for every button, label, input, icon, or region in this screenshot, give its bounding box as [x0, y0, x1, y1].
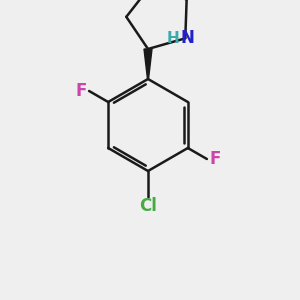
- Text: N: N: [180, 29, 194, 47]
- Polygon shape: [144, 49, 152, 79]
- Text: Cl: Cl: [139, 197, 157, 215]
- Text: F: F: [209, 150, 220, 168]
- Text: H: H: [167, 31, 180, 46]
- Text: F: F: [75, 82, 87, 100]
